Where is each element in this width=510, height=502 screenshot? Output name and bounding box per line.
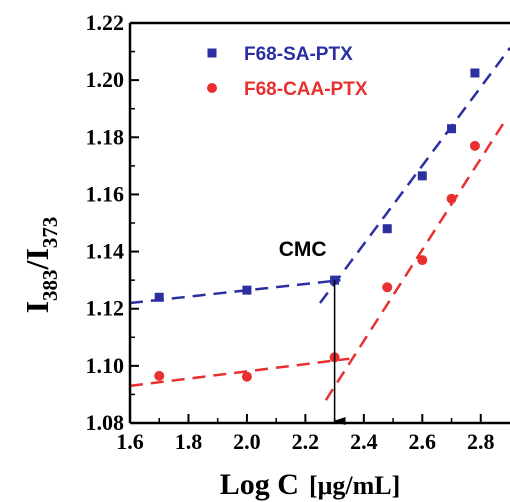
x-tick-label: 1.8 bbox=[175, 429, 203, 454]
data-point-series-1 bbox=[242, 285, 252, 295]
legend-marker-series-1 bbox=[207, 48, 217, 58]
fit-line-1 bbox=[318, 47, 510, 304]
x-axis-title-main: Log C bbox=[220, 468, 299, 501]
data-point-series-2 bbox=[241, 371, 252, 382]
y-tick-label: 1.20 bbox=[86, 67, 125, 92]
y-tick-label: 1.22 bbox=[86, 10, 125, 35]
y-axis-title-sep: /I bbox=[19, 248, 55, 270]
y-axis-title: I383/I373 bbox=[19, 217, 62, 314]
x-tick-label: 2.2 bbox=[292, 429, 320, 454]
y-axis-title-sub2: 373 bbox=[38, 217, 62, 249]
data-point-series-2 bbox=[469, 140, 480, 151]
legend-label-series-1: F68-SA-PTX bbox=[244, 44, 353, 65]
fit-line-1 bbox=[129, 278, 341, 305]
data-point-series-2 bbox=[417, 255, 428, 266]
y-tick-label: 1.18 bbox=[86, 124, 125, 149]
x-tick-label: 2.6 bbox=[409, 429, 437, 454]
data-point-series-2 bbox=[154, 370, 165, 381]
data-point-series-1 bbox=[417, 171, 427, 181]
data-point-series-1 bbox=[447, 124, 457, 134]
fit-lines bbox=[129, 47, 510, 401]
y-axis-title-main: I bbox=[19, 301, 55, 313]
data-points bbox=[154, 68, 480, 382]
y-axis-title-sub1: 383 bbox=[38, 269, 62, 301]
legend-label-series-2: F68-CAA-PTX bbox=[244, 79, 368, 100]
y-tick-label: 1.12 bbox=[86, 296, 125, 321]
axes bbox=[128, 21, 510, 425]
x-tick-label: 2.4 bbox=[350, 429, 378, 454]
x-axis-title: Log C [μg/mL] bbox=[220, 468, 400, 501]
y-tick-label: 1.14 bbox=[86, 239, 125, 264]
x-axis-title-unit: [μg/mL] bbox=[309, 471, 400, 500]
data-point-series-2 bbox=[446, 193, 457, 204]
cmc-annotation: CMC bbox=[279, 238, 346, 425]
x-tick-label: 2.0 bbox=[233, 429, 261, 454]
fit-line-2 bbox=[129, 357, 350, 388]
y-tick-label: 1.16 bbox=[86, 181, 125, 206]
x-tick-label: 1.6 bbox=[116, 429, 144, 454]
data-point-series-1 bbox=[154, 292, 164, 302]
data-point-series-1 bbox=[470, 68, 480, 78]
legend-marker-series-2 bbox=[207, 83, 217, 93]
x-tick-label: 2.8 bbox=[467, 429, 495, 454]
y-tick-label: 1.10 bbox=[86, 353, 125, 378]
fit-line-2 bbox=[324, 121, 506, 401]
data-point-series-1 bbox=[382, 224, 392, 234]
legend: F68-SA-PTX F68-CAA-PTX bbox=[207, 44, 368, 100]
y-tick-label: 1.08 bbox=[86, 410, 125, 435]
tick-labels: 1.08 1.10 1.12 1.14 1.16 1.18 1.20 1.22 1.6 1.8 2.… bbox=[86, 10, 495, 454]
cmc-label: CMC bbox=[279, 238, 327, 261]
data-point-series-2 bbox=[382, 282, 393, 293]
